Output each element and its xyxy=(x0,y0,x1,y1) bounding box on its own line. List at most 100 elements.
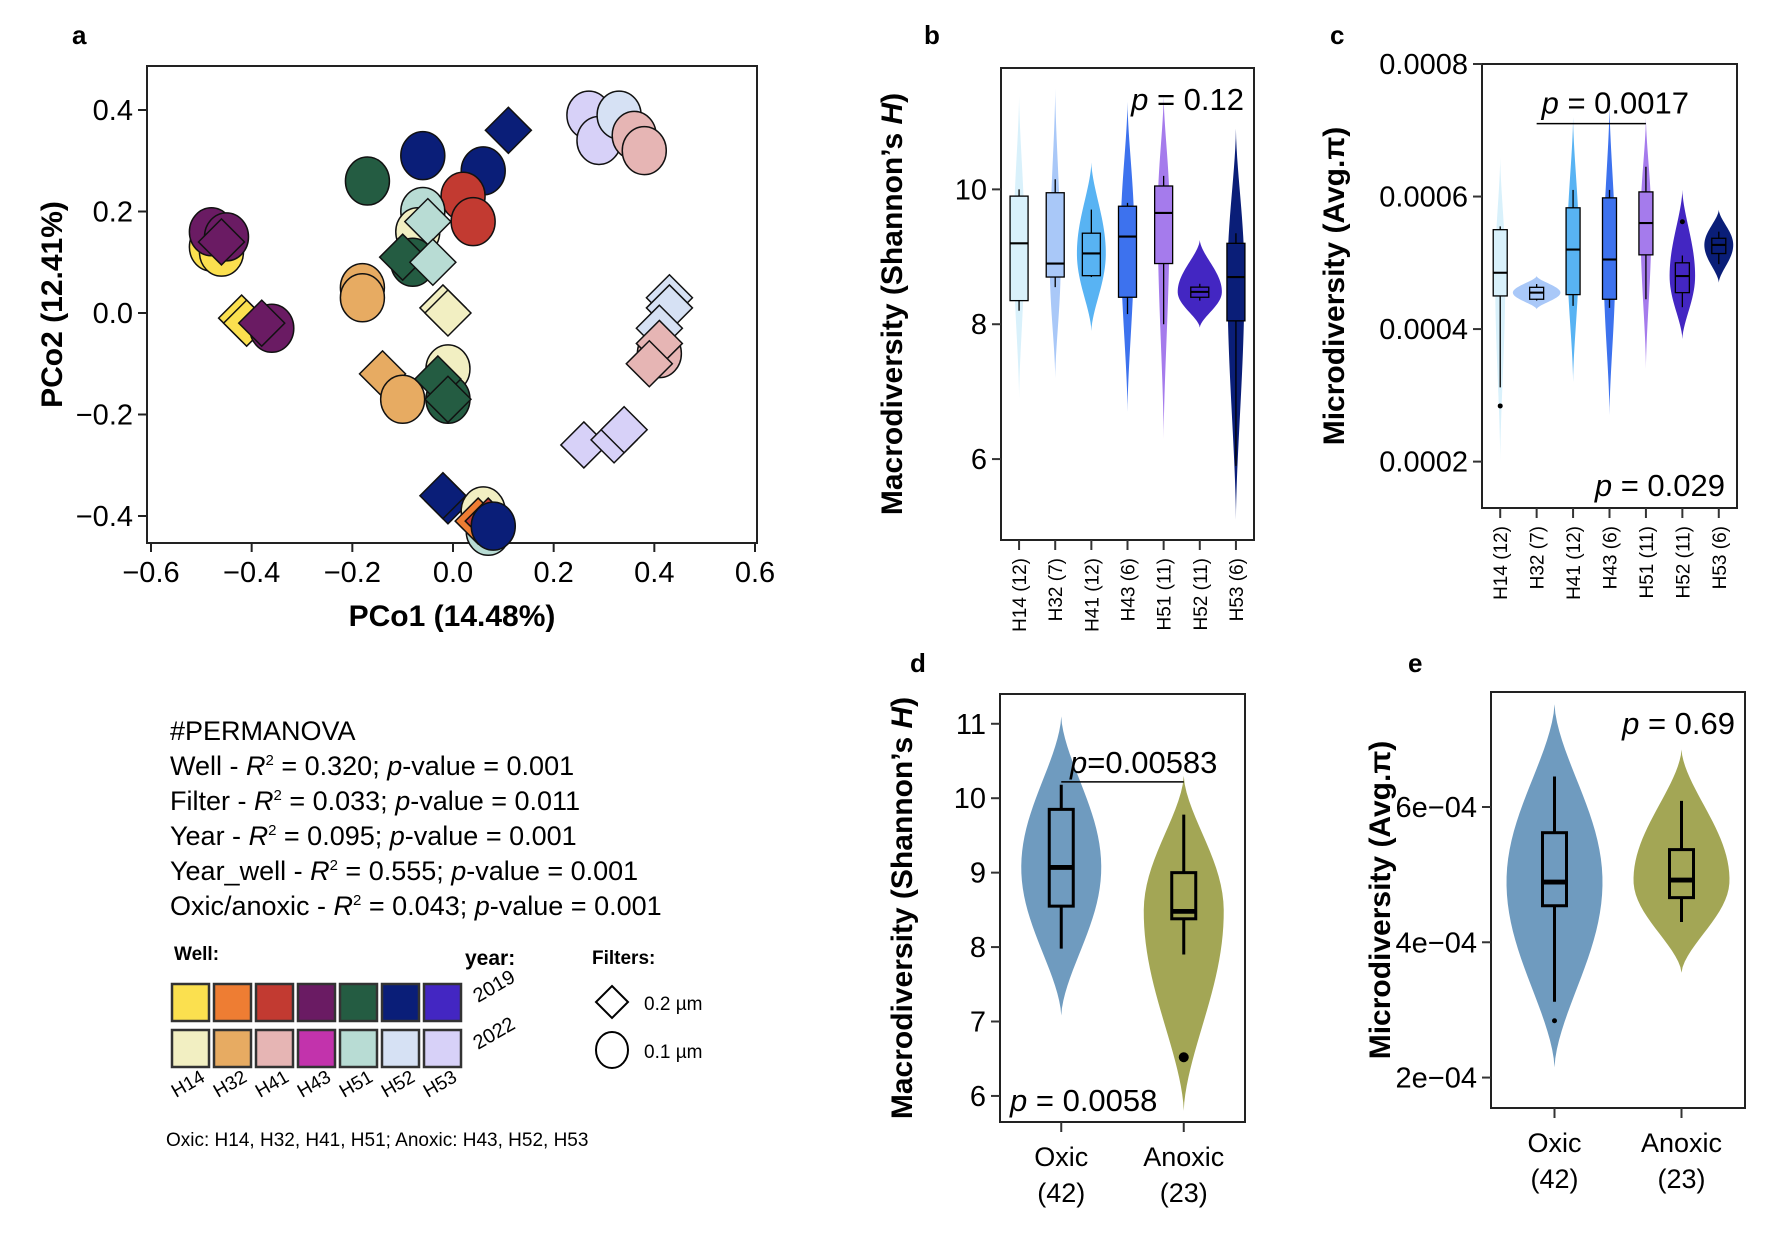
data-point-circle xyxy=(470,501,517,551)
circle-icon xyxy=(595,1031,629,1069)
x-tick-label: Oxic xyxy=(1034,1142,1088,1172)
x-tick-count: (42) xyxy=(1037,1178,1085,1208)
legend-swatch-2022-h51 xyxy=(338,1028,379,1069)
legend-swatch-2019-h32 xyxy=(212,982,253,1023)
p-italic: p xyxy=(1621,706,1639,741)
pcoa-plot: −0.6 −0.4 −0.2 0.0 0.2 0.4 0.6 −0.4 −0.2 0.0 0.2 0.… xyxy=(36,65,775,633)
box xyxy=(1674,262,1691,294)
x-tick-label: −0.2 xyxy=(324,557,381,589)
x-tick-count: (23) xyxy=(1657,1164,1705,1194)
permanova-factor: Year - xyxy=(170,821,249,851)
p-symbol: p xyxy=(389,821,405,851)
p-italic: p xyxy=(1069,745,1087,780)
x-tick-label: H32 (7) xyxy=(1046,558,1067,621)
data-point-diamond xyxy=(237,299,286,348)
x-tick-label: H41 (12) xyxy=(1564,526,1585,600)
data-point-diamond xyxy=(423,288,473,338)
x-tick-label: Anoxic xyxy=(1641,1128,1722,1158)
legend-year-title: year: xyxy=(465,947,515,970)
legend-swatch-2022-h52 xyxy=(380,1028,421,1069)
permanova-row: Oxic/anoxic - R2 = 0.043; p-value = 0.00… xyxy=(170,889,662,924)
y-label-text: ) xyxy=(876,93,909,103)
violin-plot-b: 6 8 10 H14 (12) H32 (7) H41 (12) H43 (6) H51 (1… xyxy=(876,67,1255,632)
panel-label-c: c xyxy=(1330,20,1344,50)
data-point-diamond xyxy=(378,233,427,282)
y-label-text: Macrodiversity (Shannon’s xyxy=(886,729,919,1120)
p-italic: p xyxy=(1541,86,1559,121)
data-point-diamond xyxy=(625,339,674,388)
y-tick-label: 11 xyxy=(956,709,986,741)
r-squared-symbol: R xyxy=(310,856,330,886)
legend-swatch-2019-h14 xyxy=(170,982,211,1023)
data-point-diamond xyxy=(408,238,457,287)
legend-swatch-2022-h43 xyxy=(296,1028,337,1069)
outlier-point xyxy=(1679,219,1685,225)
x-tick-label: H41 (12) xyxy=(1082,558,1103,632)
outlier-point xyxy=(1178,1052,1189,1063)
x-tick-label: 0.2 xyxy=(534,557,574,589)
superscript: 2 xyxy=(273,787,282,804)
legend-filter-label: 0.1 µm xyxy=(644,1042,702,1063)
box xyxy=(1601,197,1618,300)
y-tick-label: 0.4 xyxy=(93,95,133,127)
legend-swatch-2022-h32 xyxy=(212,1028,253,1069)
x-tick-label: H53 (6) xyxy=(1227,558,1248,621)
oxic-anoxic-note: Oxic: H14, H32, H41, H51; Anoxic: H43, H… xyxy=(166,1130,589,1151)
box xyxy=(1565,207,1581,296)
legend-year-2019: 2019 xyxy=(470,966,520,1007)
legend-swatch-2019-h43 xyxy=(296,982,337,1023)
x-tick-label: 0.0 xyxy=(433,557,473,589)
data-point-diamond xyxy=(197,217,246,267)
legend-well-label: H52 xyxy=(378,1067,419,1103)
data-point-circle xyxy=(450,196,496,247)
legend-swatch-2019-h41 xyxy=(254,982,295,1023)
y-tick-label: 8 xyxy=(971,309,987,341)
y-tick-label: 0.0002 xyxy=(1379,447,1468,479)
x-tick-label: Oxic xyxy=(1528,1128,1582,1158)
legend-well-title: Well: xyxy=(174,944,219,965)
x-tick-label: −0.4 xyxy=(223,557,280,589)
box xyxy=(1541,831,1568,908)
y-label-text: ) xyxy=(886,697,919,707)
permanova-factor: Oxic/anoxic - xyxy=(170,891,334,921)
panel-b-p-value: p = 0.12 xyxy=(1130,82,1244,117)
box xyxy=(1117,205,1138,298)
r-squared-symbol: R xyxy=(246,751,266,781)
p-value: -value = 0.001 xyxy=(466,856,639,886)
x-tick-label: H51 (11) xyxy=(1637,526,1658,599)
legend-swatch-2022-h53 xyxy=(422,1028,463,1069)
p-value-text: =0.00583 xyxy=(1087,745,1217,780)
x-tick-label: Anoxic xyxy=(1143,1142,1224,1172)
y-tick-label: 0.0008 xyxy=(1379,49,1468,81)
panel-label-d: d xyxy=(910,648,926,678)
y-tick-label: 10 xyxy=(955,174,987,206)
x-tick-label: H52 (11) xyxy=(1191,558,1212,631)
superscript: 2 xyxy=(265,752,274,769)
y-tick-label: 6 xyxy=(971,444,987,476)
p-value-text: = 0.029 xyxy=(1612,468,1725,503)
x-tick-label: H43 (6) xyxy=(1119,558,1140,621)
legend-swatch-2019-h51 xyxy=(338,982,379,1023)
p-value-text: = 0.12 xyxy=(1148,82,1244,117)
superscript: 2 xyxy=(329,857,338,874)
r-squared-symbol: R xyxy=(333,891,354,921)
legend-well-label: H32 xyxy=(210,1067,251,1103)
y-tick-label: 0.0004 xyxy=(1379,314,1468,346)
box xyxy=(1492,229,1508,297)
legend-filters-title: Filters: xyxy=(592,948,655,969)
permanova-factor: Year_well - xyxy=(170,856,311,886)
superscript: 2 xyxy=(353,892,362,909)
y-tick-label: 6 xyxy=(970,1081,986,1113)
y-tick-label: 10 xyxy=(954,783,986,815)
permanova-row: Filter - R2 = 0.033; p-value = 0.011 xyxy=(170,784,662,819)
legend: Well: year: Filters:H14 H32 H41 H43 H51 H52 H532… xyxy=(168,944,702,1102)
y-tick-label: 7 xyxy=(970,1007,986,1039)
legend-well-label: H53 xyxy=(420,1067,461,1103)
p-italic: p xyxy=(1594,468,1612,503)
legend-well-label: H51 xyxy=(336,1067,377,1103)
y-tick-label: 0.0 xyxy=(93,298,133,330)
outlier-point xyxy=(1552,1018,1557,1024)
permanova-factor: Well - xyxy=(170,751,247,781)
legend-swatch-2022-h41 xyxy=(254,1028,295,1069)
